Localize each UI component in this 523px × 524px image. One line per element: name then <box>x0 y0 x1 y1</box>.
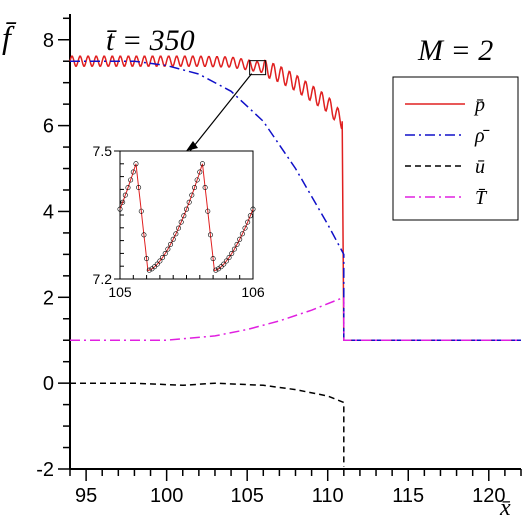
inset-data-point <box>199 161 205 167</box>
inset-data-point <box>245 219 251 225</box>
inset-data-point <box>186 199 192 205</box>
inset-plot: 7.2 7.5 105 106 <box>93 60 267 300</box>
y-tick-label: 6 <box>43 116 54 138</box>
inset-data-point <box>218 264 224 270</box>
inset-y-tick-label: 7.5 <box>93 143 113 159</box>
inset-data-point <box>181 213 187 219</box>
inset-data-point <box>120 199 126 205</box>
inset-data-point <box>223 258 229 264</box>
inset-data-point <box>160 254 166 260</box>
series-line-u <box>70 382 345 467</box>
inset-data-point <box>202 185 208 191</box>
x-tick-label: 110 <box>312 485 344 507</box>
y-tick-label: -2 <box>36 459 54 481</box>
time-annotation: t̄ = 350 <box>106 24 195 57</box>
y-tick-label: 2 <box>43 287 54 309</box>
inset-data-point <box>210 256 216 262</box>
inset-data-point <box>157 258 163 264</box>
x-tick-label: 100 <box>150 485 183 507</box>
inset-data-point <box>189 192 195 198</box>
inset-data-point <box>191 185 197 191</box>
xlabel: x̄ <box>499 495 511 521</box>
inset-data-point <box>194 177 200 183</box>
legend-box <box>392 76 519 221</box>
inset-data-point <box>133 161 139 167</box>
inset-data-point <box>221 261 227 267</box>
inset-data-point <box>144 256 150 262</box>
zoom-window-box <box>249 60 267 76</box>
legend: p̄ρ̄ūT̄ <box>392 76 519 221</box>
inset-data-point <box>130 169 136 175</box>
x-tick-label: 120 <box>472 485 505 507</box>
annotations: f̄ t̄ = 350 M = 2 x̄ <box>2 19 511 521</box>
inset-data-point <box>176 225 182 231</box>
inset-data-point <box>213 267 219 273</box>
x-tick-label: 105 <box>230 485 263 507</box>
inset-series-line <box>119 163 254 272</box>
y-tick-label: 8 <box>43 30 54 52</box>
zoom-arrow-line <box>189 73 253 152</box>
inset-data-point <box>128 177 134 183</box>
inset-data-point <box>231 246 237 252</box>
legend-label-T: T̄ <box>475 187 488 209</box>
main-axes: -2 0 2 4 6 8 95 100 105 110 115 120 <box>36 14 522 507</box>
inset-data-point <box>146 267 152 273</box>
inset-x-tick-label: 105 <box>108 284 132 300</box>
inset-data-point <box>205 208 211 214</box>
inset-data-point <box>122 192 128 198</box>
y-tick-label: 4 <box>43 201 54 223</box>
series-line-p <box>69 55 521 341</box>
main-series <box>69 55 521 467</box>
inset-frame <box>119 150 254 280</box>
inset-data-point <box>125 185 131 191</box>
series-line-rho <box>70 60 521 341</box>
inset-data-point <box>168 241 174 247</box>
series-line-T <box>70 296 521 341</box>
legend-label-u: ū <box>475 156 485 178</box>
inset-data-point <box>229 250 235 256</box>
inset-data-point <box>197 169 203 175</box>
inset-data-point <box>141 232 147 238</box>
inset-data-point <box>237 236 243 242</box>
inset-data-point <box>162 250 168 256</box>
inset-data-point <box>207 232 213 238</box>
mach-annotation: M = 2 <box>417 34 493 67</box>
inset-data-point <box>178 219 184 225</box>
inset-y-tick-label: 7.2 <box>93 271 113 287</box>
inset-data-point <box>242 225 248 231</box>
ylabel: f̄ <box>2 19 16 55</box>
inset-data-point <box>136 185 142 191</box>
y-tick-label: 0 <box>43 373 54 395</box>
x-tick-label: 115 <box>392 485 424 507</box>
inset-data-point <box>165 246 171 252</box>
inset-data-point <box>226 254 232 260</box>
x-tick-label: 95 <box>75 485 97 507</box>
inset-data-point <box>170 236 176 242</box>
inset-data-point <box>152 264 158 270</box>
inset-data-point <box>234 241 240 247</box>
inset-x-tick-label: 106 <box>241 284 265 300</box>
inset-data-point <box>247 213 253 219</box>
inset-data-point <box>184 206 190 212</box>
legend-label-p: p̄ <box>473 94 485 116</box>
inset-data-point <box>117 206 123 212</box>
inset-data-point <box>173 231 179 237</box>
inset-data-point <box>154 261 160 267</box>
inset-data-point <box>250 206 256 212</box>
inset-data-point <box>138 208 144 214</box>
inset-data-point <box>239 231 245 237</box>
zoom-arrow-head <box>186 141 198 151</box>
